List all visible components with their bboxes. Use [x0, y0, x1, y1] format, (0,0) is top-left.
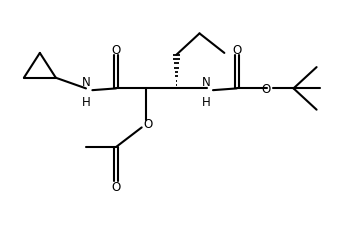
Text: O: O — [143, 118, 153, 131]
Text: H: H — [82, 95, 90, 108]
Text: O: O — [112, 180, 121, 193]
Text: O: O — [112, 44, 121, 57]
Text: H: H — [202, 95, 211, 108]
Text: O: O — [262, 82, 271, 95]
Text: N: N — [202, 76, 211, 89]
Text: N: N — [82, 76, 90, 89]
Text: O: O — [232, 44, 242, 57]
